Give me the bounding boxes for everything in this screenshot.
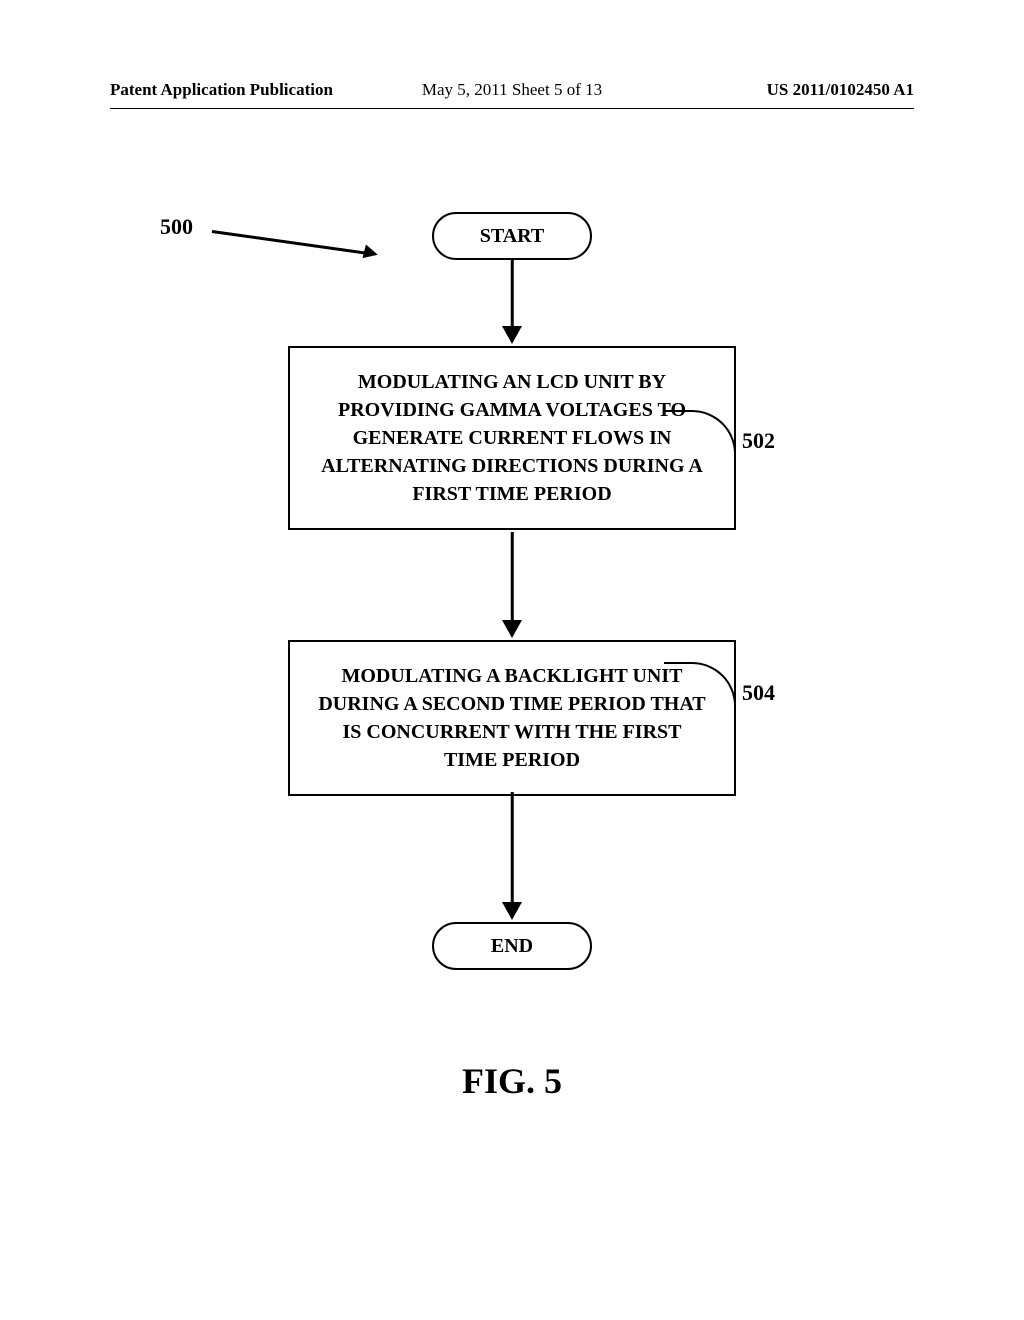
- leader-arrowhead-500: [363, 245, 380, 262]
- terminator-end: END: [432, 922, 592, 970]
- arrow-3-line: [511, 792, 514, 904]
- diagram-ref-500: 500: [160, 214, 193, 240]
- header-rule: [110, 108, 914, 109]
- arrow-2-line: [511, 532, 514, 622]
- ref-504: 504: [742, 680, 775, 706]
- ref-502: 502: [742, 428, 775, 454]
- arrow-2-head-icon: [502, 620, 522, 638]
- arrow-3-head-icon: [502, 902, 522, 920]
- start-label: START: [480, 225, 545, 248]
- header-right: US 2011/0102450 A1: [767, 80, 914, 100]
- arrow-1-line: [511, 260, 514, 328]
- figure-caption: FIG. 5: [462, 1060, 562, 1102]
- end-label: END: [491, 935, 533, 958]
- terminator-start: START: [432, 212, 592, 260]
- arrow-1-head-icon: [502, 326, 522, 344]
- header-left: Patent Application Publication: [110, 80, 333, 100]
- page-header: Patent Application Publication May 5, 20…: [0, 80, 1024, 110]
- patent-page: Patent Application Publication May 5, 20…: [0, 0, 1024, 1320]
- leader-line-500: [212, 230, 371, 255]
- process-502-label: MODULATING AN LCD UNIT BY PROVIDING GAMM…: [321, 371, 703, 505]
- process-504-label: MODULATING A BACKLIGHT UNIT DURING A SEC…: [318, 665, 705, 771]
- header-middle: May 5, 2011 Sheet 5 of 13: [422, 80, 602, 100]
